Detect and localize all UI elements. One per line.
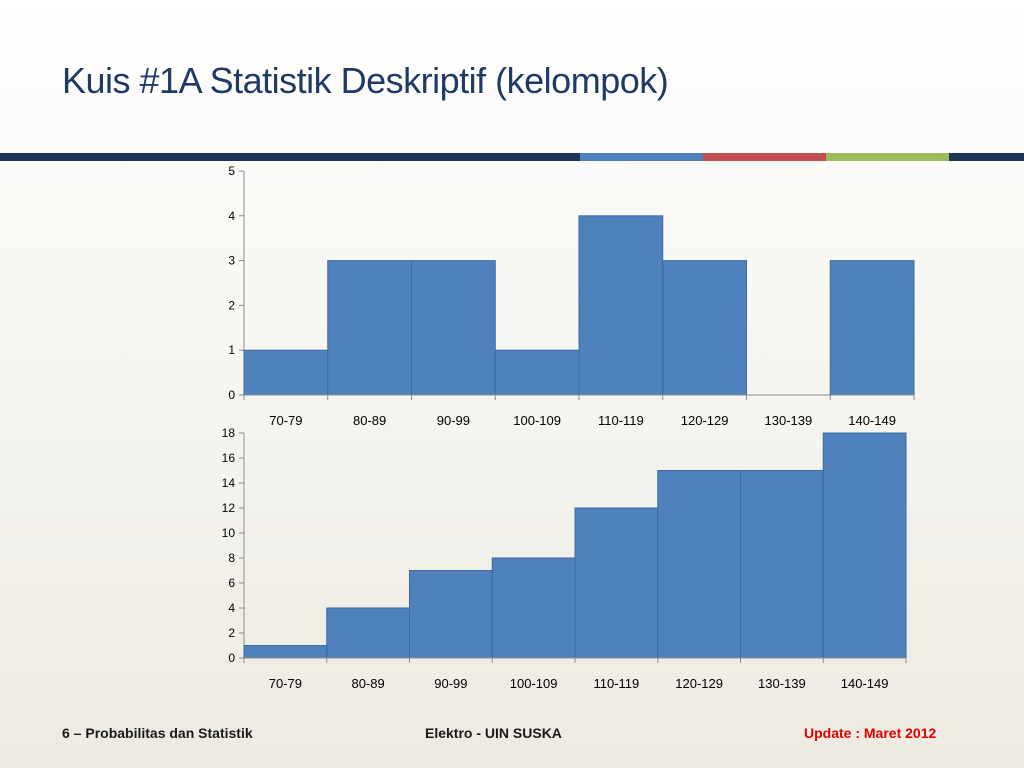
- y-tick-label: 8: [228, 551, 235, 565]
- frequency-histogram: 0 1 2 3 4 5 70-79 80-89 90-99 100-109 110-119 120-1…: [228, 164, 915, 428]
- bar-100-109: [494, 349, 580, 396]
- x-tick-label: 100-109: [510, 676, 558, 691]
- y-tick-label: 18: [222, 426, 236, 440]
- footer-institution: Elektro - UIN SUSKA: [425, 725, 562, 741]
- rule-segment-dark-left: [0, 153, 580, 161]
- y-tick-label: 1: [228, 343, 235, 357]
- y-tick-label: 4: [228, 601, 235, 615]
- x-tick-label: 140-149: [841, 676, 889, 691]
- bar-110-119: [578, 215, 664, 396]
- x-tick-label: 130-139: [765, 413, 813, 428]
- bar-140-149: [822, 432, 907, 659]
- y-tick-label: 14: [222, 476, 236, 490]
- rule-segment-blue: [580, 153, 703, 161]
- x-tick-label: 80-89: [353, 413, 386, 428]
- bar-120-129: [657, 470, 741, 659]
- y-tick-label: 0: [228, 651, 235, 665]
- y-tick-label: 4: [228, 209, 235, 223]
- header-rule: [0, 153, 1024, 161]
- bar-90-99: [411, 260, 496, 396]
- bar-80-89: [326, 607, 410, 659]
- y-tick-label: 2: [228, 626, 235, 640]
- slide-title: Kuis #1A Statistik Deskriptif (kelompok): [62, 60, 669, 101]
- bar-80-89: [327, 260, 412, 396]
- x-tick-label: 90-99: [434, 676, 467, 691]
- bar-100-109: [491, 557, 576, 659]
- x-tick-label: 130-139: [758, 676, 806, 691]
- y-tick-label: 3: [228, 254, 235, 268]
- y-tick-label: 6: [228, 576, 235, 590]
- bar-130-139: [740, 470, 824, 659]
- x-tick-label: 100-109: [513, 413, 561, 428]
- x-tick-label: 70-79: [269, 413, 302, 428]
- footer-update: Update : Maret 2012: [804, 725, 937, 741]
- x-tick-label: 120-129: [675, 676, 723, 691]
- bar-140-149: [829, 260, 915, 396]
- x-tick-label: 120-129: [681, 413, 729, 428]
- bar-70-79: [243, 645, 328, 659]
- y-tick-label: 12: [222, 501, 236, 515]
- x-tick-label: 110-119: [593, 676, 639, 691]
- y-tick-label: 16: [222, 451, 236, 465]
- rule-segment-dark-right: [949, 153, 1024, 161]
- bar-70-79: [243, 349, 329, 396]
- x-tick-label: 140-149: [848, 413, 896, 428]
- rule-segment-red: [703, 153, 826, 161]
- y-tick-label: 0: [228, 388, 235, 402]
- bar-120-129: [662, 260, 747, 396]
- bar-110-119: [574, 507, 659, 659]
- x-tick-label: 80-89: [352, 676, 385, 691]
- x-tick-label: 90-99: [437, 413, 470, 428]
- y-tick-label: 10: [222, 526, 236, 540]
- footer-course: 6 – Probabilitas dan Statistik: [62, 725, 253, 741]
- x-tick-label: 70-79: [269, 676, 302, 691]
- y-tick-label: 2: [228, 298, 235, 312]
- y-tick-label: 5: [228, 164, 235, 178]
- bar-90-99: [409, 570, 493, 659]
- cumulative-frequency-histogram: 0 2 4 6 8 10 12 14 16 18 70-79 80-89 90-99 100-109 110…: [222, 426, 907, 691]
- x-tick-label: 110-119: [598, 413, 644, 428]
- rule-segment-green: [826, 153, 949, 161]
